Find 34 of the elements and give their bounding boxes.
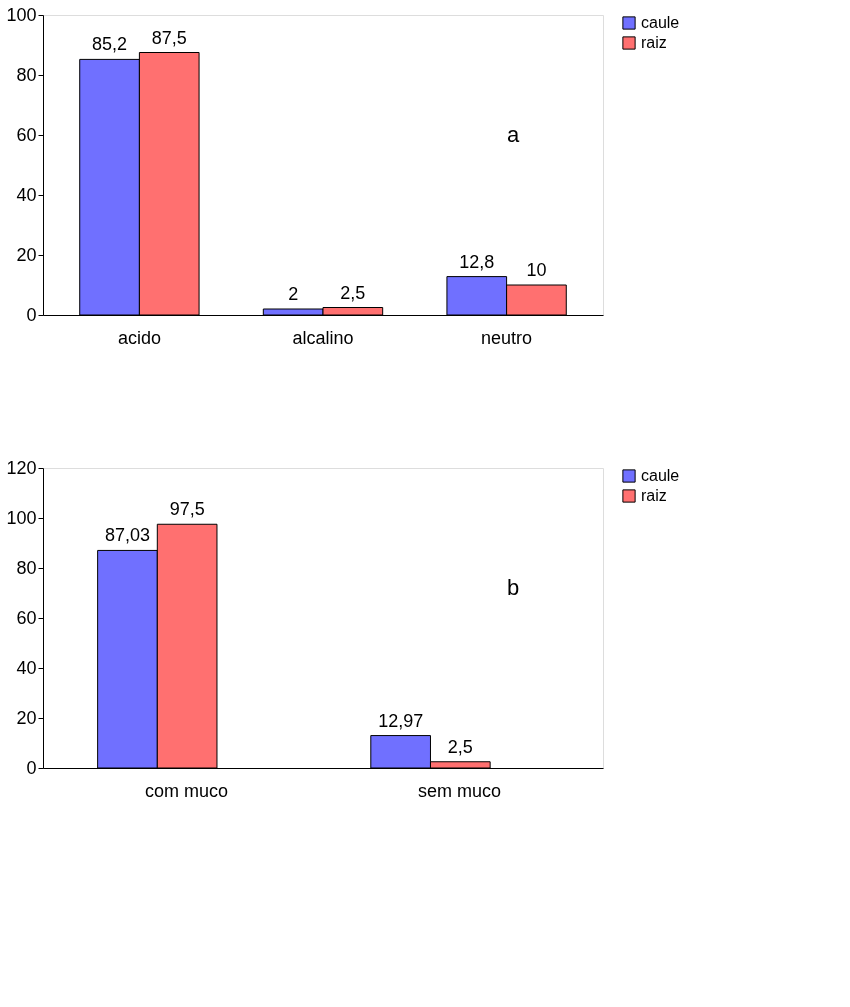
data-label: 2: [288, 284, 299, 304]
y-tick-label: 0: [26, 757, 37, 778]
x-tick-label: neutro: [481, 327, 533, 348]
annotation: a: [506, 122, 520, 147]
y-tick-label: 60: [16, 124, 37, 145]
y-tick-label: 120: [6, 457, 37, 478]
legend-label: raiz: [641, 34, 667, 51]
y-tick-label: 80: [16, 64, 37, 85]
y-tick-label: 20: [16, 244, 37, 265]
x-tick-label: com muco: [144, 780, 228, 801]
legend-label: caule: [641, 14, 680, 31]
y-tick-label: 80: [16, 557, 37, 578]
y-tick-label: 60: [16, 607, 37, 628]
data-label: 2,5: [447, 736, 473, 757]
y-tick-label: 40: [16, 657, 37, 678]
y-tick-label: 100: [6, 507, 37, 528]
data-label: 10: [526, 260, 547, 280]
legend-label: raiz: [641, 487, 667, 504]
x-tick-label: alcalino: [292, 327, 354, 348]
x-tick-label: sem muco: [418, 780, 502, 801]
data-label: 85,2: [92, 34, 128, 55]
data-label: 87,5: [151, 27, 187, 48]
y-tick-label: 40: [16, 184, 37, 205]
data-label: 97,5: [169, 499, 205, 520]
y-tick-label: 100: [6, 4, 37, 25]
data-label: 2,5: [340, 282, 366, 303]
data-label: 12,97: [378, 710, 424, 731]
legend-label: caule: [641, 467, 680, 484]
y-tick-label: 20: [16, 707, 37, 728]
data-label: 12,8: [459, 251, 495, 272]
y-tick-label: 0: [26, 304, 37, 325]
annotation: b: [506, 575, 520, 600]
x-tick-label: acido: [117, 327, 161, 348]
data-label: 87,03: [104, 525, 150, 546]
